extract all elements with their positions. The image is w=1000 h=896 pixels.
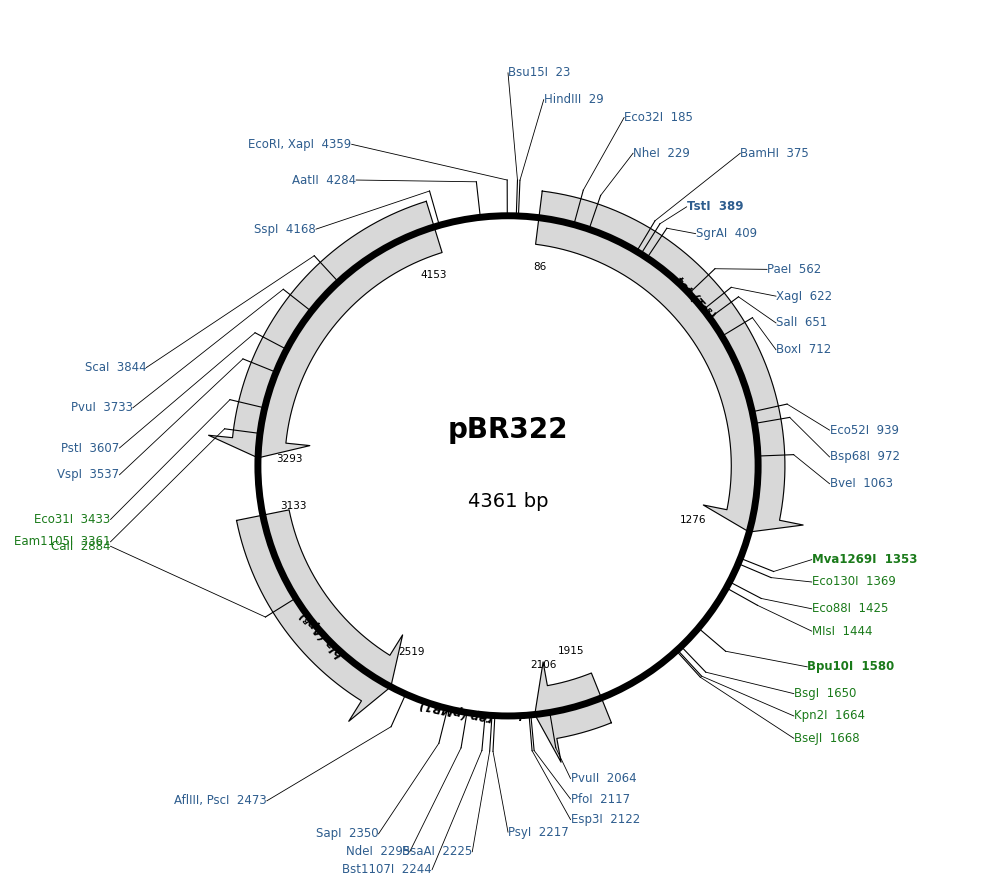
Text: AflIII, PscI  2473: AflIII, PscI 2473 (174, 795, 267, 807)
Text: PvuI  3733: PvuI 3733 (71, 401, 133, 414)
Text: 2106: 2106 (530, 660, 556, 670)
Text: PaeI  562: PaeI 562 (767, 263, 821, 276)
Text: Eco32I  185: Eco32I 185 (624, 111, 693, 124)
Text: Eco88I  1425: Eco88I 1425 (812, 602, 888, 616)
Text: pBR322: pBR322 (448, 416, 568, 444)
Text: VspI  3537: VspI 3537 (57, 469, 119, 481)
Text: Eam1105I  3361: Eam1105I 3361 (14, 535, 111, 548)
Text: 3133: 3133 (280, 502, 307, 512)
Text: Bsp68I  972: Bsp68I 972 (830, 451, 900, 463)
Polygon shape (237, 510, 403, 721)
Text: Kpn2I  1664: Kpn2I 1664 (794, 710, 865, 722)
Text: BamHI  375: BamHI 375 (740, 147, 809, 159)
Text: BsgI  1650: BsgI 1650 (794, 687, 856, 700)
Text: SgrAI  409: SgrAI 409 (696, 227, 757, 240)
Text: SalI  651: SalI 651 (776, 316, 827, 330)
Text: HindIII  29: HindIII 29 (544, 93, 603, 106)
Text: Esp3I  2122: Esp3I 2122 (571, 813, 640, 826)
Text: EcoRI, XapI  4359: EcoRI, XapI 4359 (248, 138, 352, 151)
Text: NdeI  2295: NdeI 2295 (346, 845, 410, 858)
Text: 4361 bp: 4361 bp (468, 492, 548, 511)
Text: SspI  4168: SspI 4168 (254, 223, 316, 236)
Text: MIsI  1444: MIsI 1444 (812, 625, 872, 638)
Text: Bst1107I  2244: Bst1107I 2244 (342, 863, 432, 876)
Text: PstI  3607: PstI 3607 (61, 442, 119, 454)
Text: CaII  2884: CaII 2884 (51, 539, 111, 553)
Text: AatII  4284: AatII 4284 (292, 174, 356, 186)
Text: PsyI  2217: PsyI 2217 (508, 825, 569, 839)
Polygon shape (536, 191, 803, 532)
Text: PvuII  2064: PvuII 2064 (571, 772, 636, 785)
Text: 1915: 1915 (558, 646, 585, 657)
Text: TstI  389: TstI 389 (687, 201, 743, 213)
Text: 4153: 4153 (421, 270, 447, 280)
Polygon shape (535, 662, 611, 762)
Text: Eco31I  3433: Eco31I 3433 (34, 513, 111, 526)
Text: SapI  2350: SapI 2350 (316, 827, 378, 840)
Text: rep (pMB1): rep (pMB1) (418, 696, 494, 725)
Text: tet (Tcᴿ): tet (Tcᴿ) (671, 274, 717, 323)
Text: BseJI  1668: BseJI 1668 (794, 732, 859, 745)
Text: Bpu10I  1580: Bpu10I 1580 (807, 660, 894, 673)
Text: 3293: 3293 (276, 454, 303, 464)
Text: BsaAI  2225: BsaAI 2225 (402, 845, 472, 858)
Text: Eco130I  1369: Eco130I 1369 (812, 575, 896, 589)
Text: 1276: 1276 (680, 515, 706, 525)
Text: XagI  622: XagI 622 (776, 289, 832, 303)
Text: Mva1269I  1353: Mva1269I 1353 (812, 553, 917, 566)
Text: Bsu15I  23: Bsu15I 23 (508, 66, 570, 80)
Text: PfoI  2117: PfoI 2117 (571, 793, 630, 806)
Text: BveI  1063: BveI 1063 (830, 478, 893, 490)
Text: Eco52I  939: Eco52I 939 (830, 424, 899, 436)
Text: ScaI  3844: ScaI 3844 (85, 361, 146, 375)
Text: bla (Apᴿ): bla (Apᴿ) (298, 607, 347, 659)
Text: NheI  229: NheI 229 (633, 147, 690, 159)
Text: rop: rop (506, 711, 527, 720)
Text: 86: 86 (533, 262, 547, 272)
Text: BoxI  712: BoxI 712 (776, 343, 831, 357)
Polygon shape (209, 202, 442, 458)
Text: 2519: 2519 (398, 647, 425, 658)
